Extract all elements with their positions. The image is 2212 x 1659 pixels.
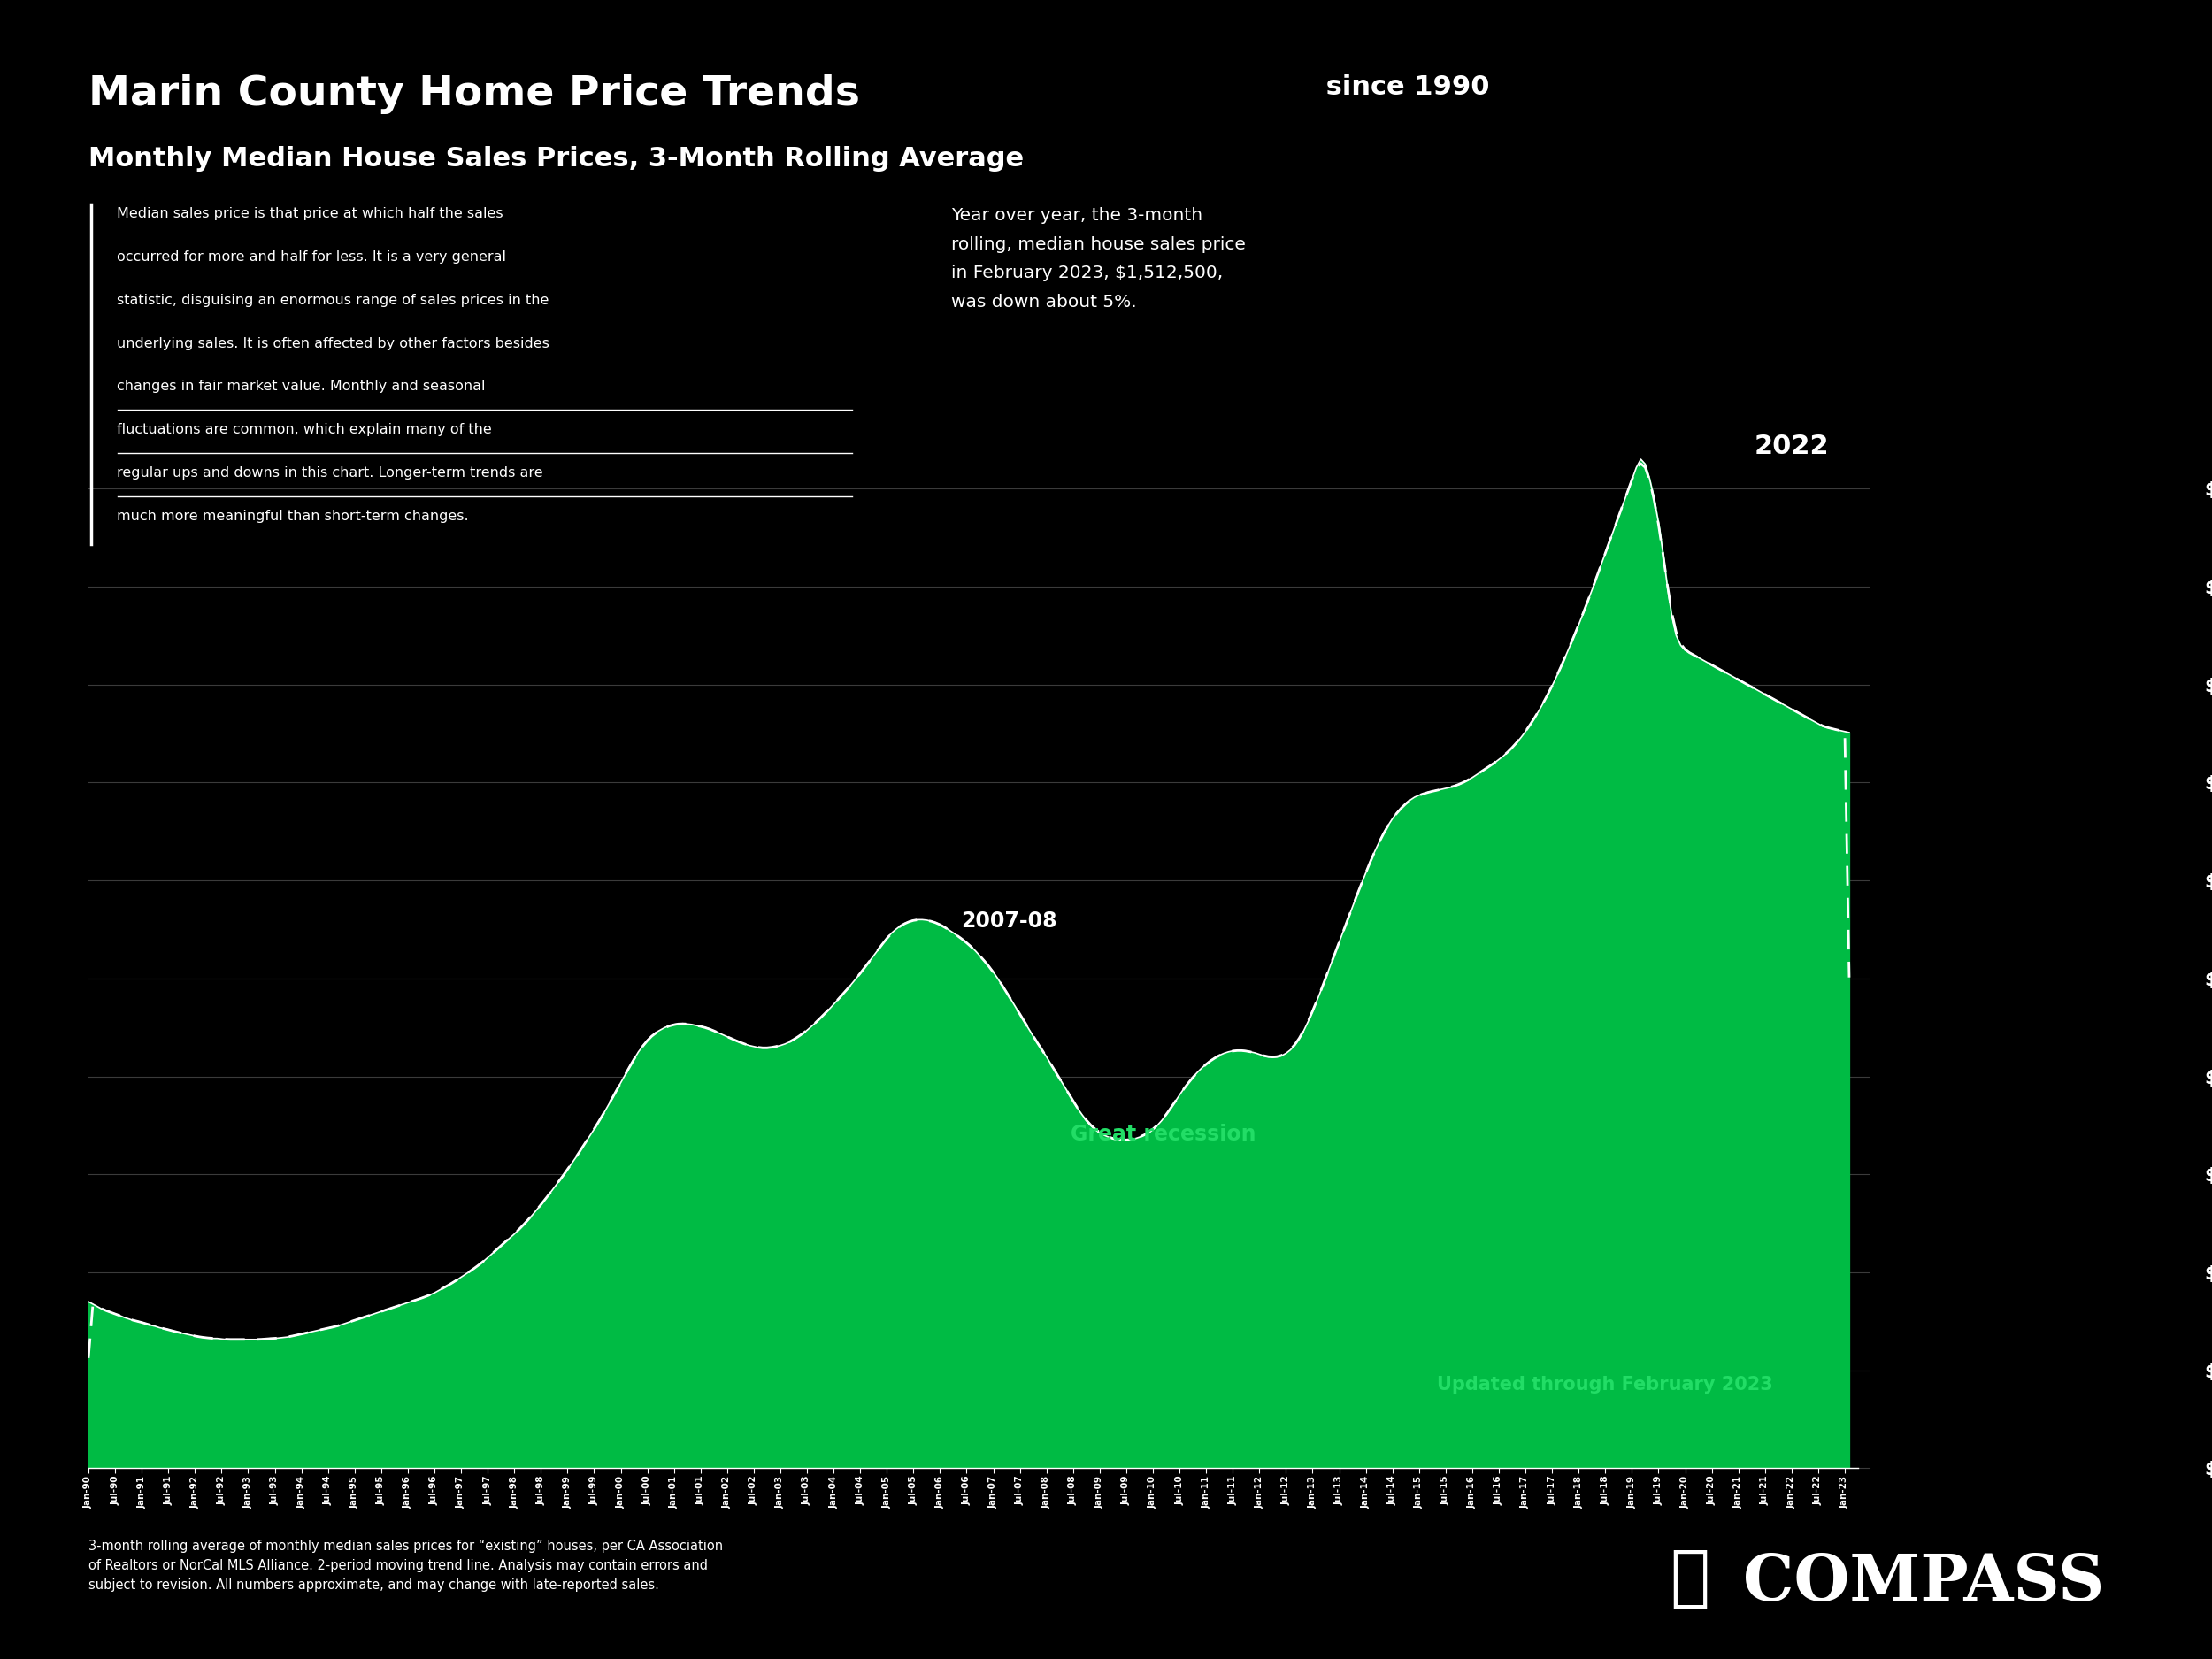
Text: underlying sales. It is often affected by other factors besides: underlying sales. It is often affected b… (117, 337, 551, 350)
Text: Updated through February 2023: Updated through February 2023 (1438, 1375, 1774, 1394)
Text: Ⓢ: Ⓢ (1670, 1546, 1710, 1611)
Text: 3-month rolling average of monthly median sales prices for “existing” houses, pe: 3-month rolling average of monthly media… (88, 1540, 723, 1593)
Text: Marin County Home Price Trends: Marin County Home Price Trends (88, 75, 860, 114)
Text: COMPASS: COMPASS (1743, 1551, 2104, 1614)
Text: changes in fair market value. Monthly and seasonal: changes in fair market value. Monthly an… (117, 380, 487, 393)
Text: 2022: 2022 (1754, 433, 1829, 460)
Text: Year over year, the 3-month
rolling, median house sales price
in February 2023, : Year over year, the 3-month rolling, med… (951, 207, 1245, 310)
Text: occurred for more and half for less. It is a very general: occurred for more and half for less. It … (117, 251, 507, 264)
Text: regular ups and downs in this chart. Longer-term trends are: regular ups and downs in this chart. Lon… (117, 466, 544, 479)
Text: 2007-08: 2007-08 (962, 911, 1057, 932)
Text: since 1990: since 1990 (1316, 75, 1489, 100)
Text: much more meaningful than short-term changes.: much more meaningful than short-term cha… (117, 509, 469, 523)
Text: statistic, disguising an enormous range of sales prices in the: statistic, disguising an enormous range … (117, 294, 549, 307)
Text: Median sales price is that price at which half the sales: Median sales price is that price at whic… (117, 207, 504, 221)
Text: fluctuations are common, which explain many of the: fluctuations are common, which explain m… (117, 423, 491, 436)
Text: Monthly Median House Sales Prices, 3-Month Rolling Average: Monthly Median House Sales Prices, 3-Mon… (88, 146, 1024, 171)
Text: Great recession: Great recession (1071, 1123, 1256, 1145)
